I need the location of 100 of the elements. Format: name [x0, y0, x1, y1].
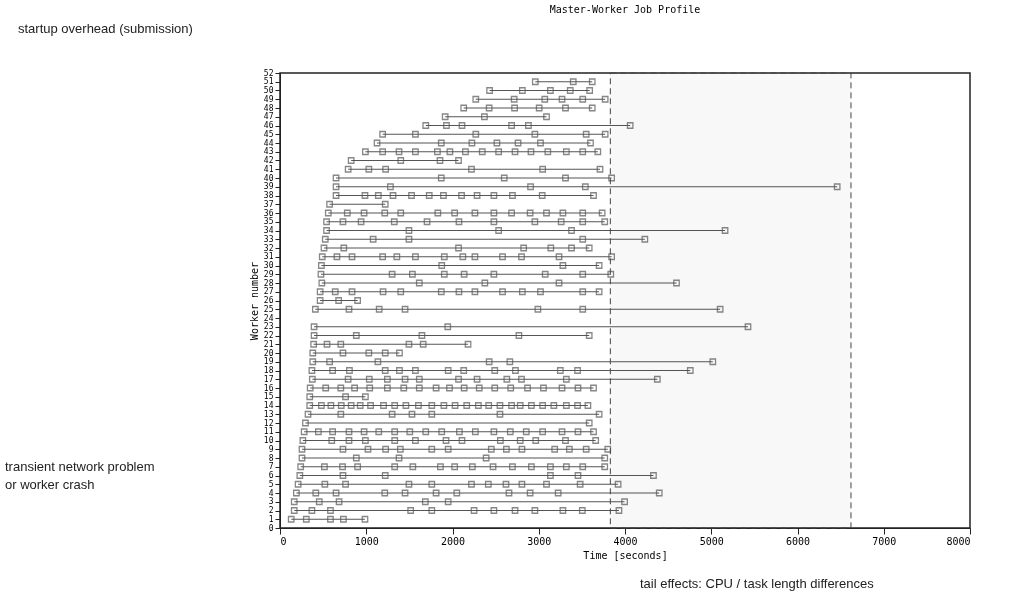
point	[434, 209, 442, 217]
point	[374, 192, 382, 199]
point	[444, 498, 452, 506]
point	[339, 472, 347, 479]
y-tick-label: 20	[263, 348, 274, 358]
point	[333, 253, 341, 261]
point	[415, 375, 423, 383]
point	[579, 463, 587, 471]
point	[562, 375, 570, 383]
point	[505, 489, 513, 497]
y-tick-label: 12	[263, 418, 274, 428]
point	[412, 148, 419, 156]
point	[559, 209, 567, 217]
point	[347, 157, 355, 164]
point	[308, 375, 316, 383]
point	[608, 174, 616, 182]
point	[339, 445, 347, 453]
point	[518, 288, 526, 296]
y-tick-label: 41	[263, 164, 274, 174]
point	[311, 305, 319, 313]
point	[558, 428, 566, 436]
point	[342, 480, 349, 488]
y-tick-label: 8	[268, 453, 274, 463]
point	[495, 148, 503, 156]
point	[471, 428, 479, 436]
point	[381, 349, 389, 357]
point	[538, 192, 546, 199]
point	[323, 218, 330, 226]
point	[485, 104, 493, 112]
point	[585, 332, 593, 339]
y-tick-label: 44	[263, 138, 274, 148]
point	[511, 148, 519, 156]
point	[586, 87, 594, 94]
point	[607, 270, 615, 278]
point	[557, 218, 565, 226]
point	[297, 463, 305, 471]
point	[328, 437, 336, 444]
x-tick-label: 7000	[872, 535, 897, 547]
point	[318, 262, 325, 269]
point	[425, 192, 433, 199]
point	[339, 463, 346, 471]
point	[502, 480, 510, 488]
point	[308, 507, 316, 514]
point	[574, 472, 582, 479]
point	[458, 122, 466, 129]
point	[365, 375, 373, 383]
point	[444, 445, 452, 453]
point	[528, 463, 535, 471]
point	[499, 253, 506, 261]
point	[601, 218, 609, 226]
point	[415, 402, 422, 409]
y-tick-label: 17	[263, 374, 274, 384]
point	[396, 349, 403, 357]
point	[562, 402, 570, 409]
point	[595, 262, 603, 269]
point	[362, 437, 369, 444]
point	[509, 192, 516, 199]
point	[490, 192, 498, 199]
point	[579, 288, 587, 296]
point	[588, 78, 596, 86]
point	[345, 437, 353, 444]
point	[383, 384, 391, 392]
y-tick-label: 24	[263, 313, 274, 323]
point	[442, 437, 450, 444]
point	[340, 244, 348, 252]
y-tick-label: 38	[263, 191, 274, 200]
point	[306, 402, 314, 409]
point	[294, 480, 302, 488]
point	[381, 209, 389, 217]
y-tick-label: 26	[263, 296, 274, 305]
point	[440, 192, 447, 199]
point	[472, 95, 480, 103]
y-tick-label: 42	[263, 156, 274, 165]
point	[343, 209, 351, 217]
point	[566, 87, 574, 94]
point	[512, 367, 519, 374]
point	[332, 174, 340, 182]
y-tick-label: 50	[263, 86, 274, 95]
point	[559, 507, 567, 514]
point	[558, 384, 566, 392]
point	[456, 428, 463, 436]
point	[595, 410, 603, 418]
point	[455, 244, 462, 252]
point	[418, 332, 426, 339]
y-tick-label: 39	[263, 182, 274, 192]
point	[391, 437, 399, 444]
point	[499, 288, 506, 296]
point	[500, 174, 508, 182]
point	[514, 139, 522, 147]
point	[598, 209, 606, 217]
x-tick-label: 5000	[699, 535, 724, 547]
y-tick-label: 11	[263, 427, 274, 437]
point	[587, 139, 594, 147]
point	[287, 515, 295, 523]
point	[310, 332, 318, 339]
point	[365, 165, 373, 173]
point	[360, 209, 368, 217]
point	[584, 402, 592, 409]
point	[539, 428, 547, 436]
y-tick-label: 46	[263, 121, 274, 130]
